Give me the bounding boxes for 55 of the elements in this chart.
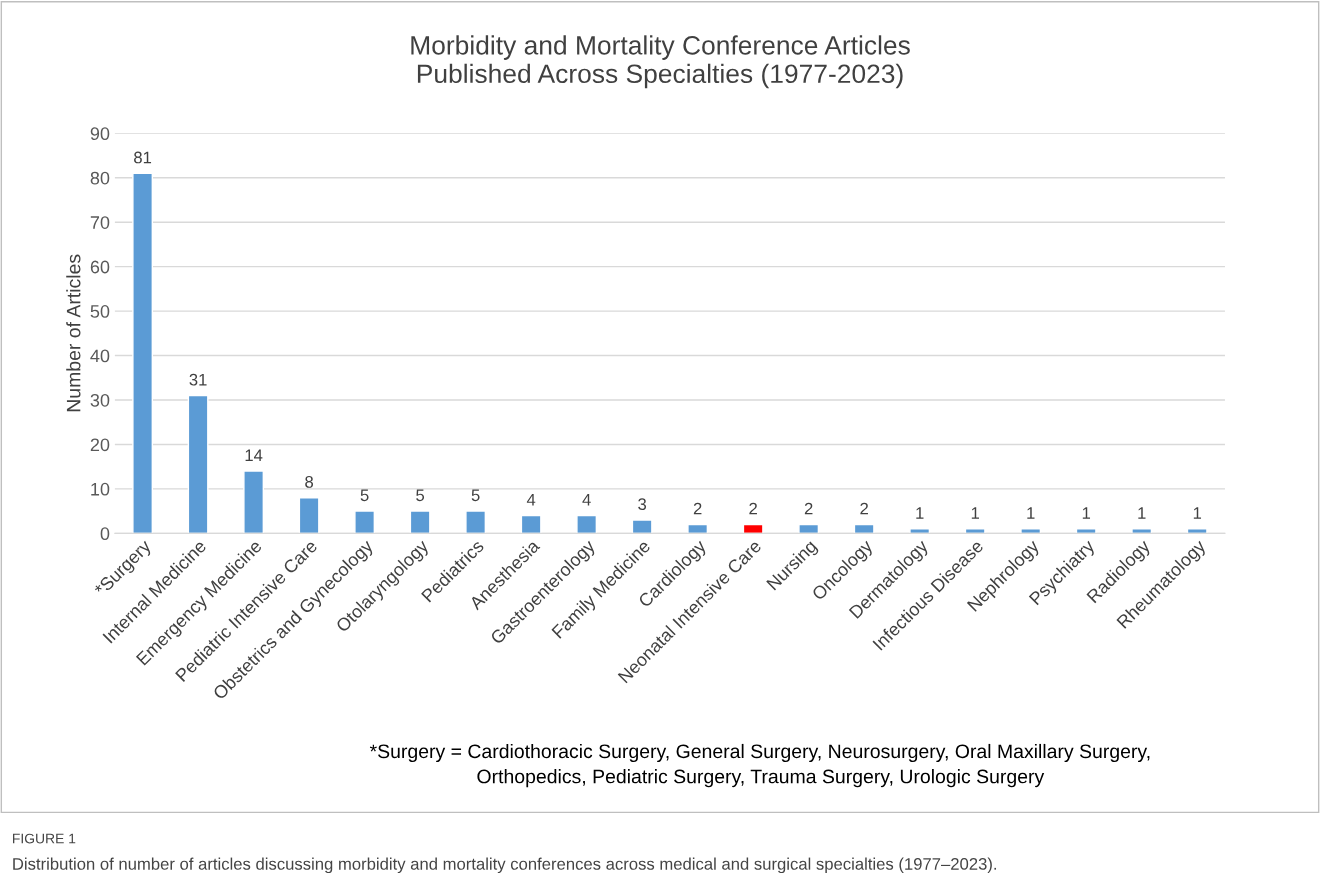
bar (798, 523, 820, 534)
bar (742, 523, 764, 534)
data-label: 1 (971, 507, 979, 519)
data-label: 5 (360, 489, 369, 502)
y-tick-label: 10 (91, 482, 110, 496)
data-label: 1 (1027, 507, 1035, 519)
data-label: 1 (1082, 507, 1091, 519)
bar (187, 394, 209, 534)
data-label: 4 (582, 493, 591, 506)
caption: FIGURE 1 (13, 833, 76, 844)
bar (409, 510, 431, 534)
bar (132, 172, 154, 534)
data-label: 3 (638, 498, 647, 511)
y-tick-label: 40 (90, 349, 110, 363)
data-label: 8 (305, 476, 314, 488)
data-label: 1 (1138, 507, 1146, 519)
data-label: 2 (749, 502, 757, 515)
bar (520, 514, 542, 534)
bar (687, 523, 709, 534)
data-label: 5 (416, 489, 425, 502)
data-label: 2 (804, 502, 813, 515)
bar (1020, 528, 1042, 534)
data-label: 14 (245, 449, 263, 461)
y-tick-label: 30 (90, 393, 110, 407)
bar (354, 510, 376, 534)
bar (465, 510, 487, 534)
text: *Surgery = Cardiothoracic Surgery, General Surgery, Neurosurgery, Oral Maxillary Surgery, Orthopedics, Pediatric Surgery, Trauma Surgery, Urologic Surgery (369, 743, 1150, 788)
bar (576, 514, 598, 534)
text: Distribution of number of articles discussing morbidity and mortality conferences across medical and surgical specialties (1977–2023). (13, 857, 997, 874)
bar (1131, 528, 1153, 534)
data-label: 1 (1193, 507, 1202, 519)
y-tick-label: 20 (90, 438, 110, 452)
chart-title: Morbidity and Mortality Conference Articles Published Across Specialties (1977-2023) (411, 35, 910, 89)
data-label: 81 (134, 151, 152, 164)
y-axis-title: Number of Articles (66, 254, 81, 412)
y-tick-label: 60 (90, 260, 110, 274)
bar (964, 528, 986, 534)
data-label: 1 (916, 507, 924, 519)
bar (1075, 528, 1097, 534)
data-label: 4 (526, 493, 536, 506)
bar (1186, 528, 1208, 534)
y-tick-label: 70 (90, 216, 110, 229)
bar (631, 519, 653, 534)
data-label: 2 (860, 502, 868, 515)
bar (243, 470, 265, 534)
y-tick-label: 80 (90, 171, 110, 185)
bar (909, 528, 931, 534)
data-label: 2 (693, 502, 702, 515)
y-tick-label: 0 (100, 527, 110, 541)
data-label: 31 (189, 373, 207, 386)
y-tick-label: 90 (90, 127, 110, 141)
data-label: 5 (471, 489, 480, 502)
bar (298, 497, 320, 534)
bar (853, 523, 875, 534)
y-tick-label: 50 (90, 305, 110, 318)
